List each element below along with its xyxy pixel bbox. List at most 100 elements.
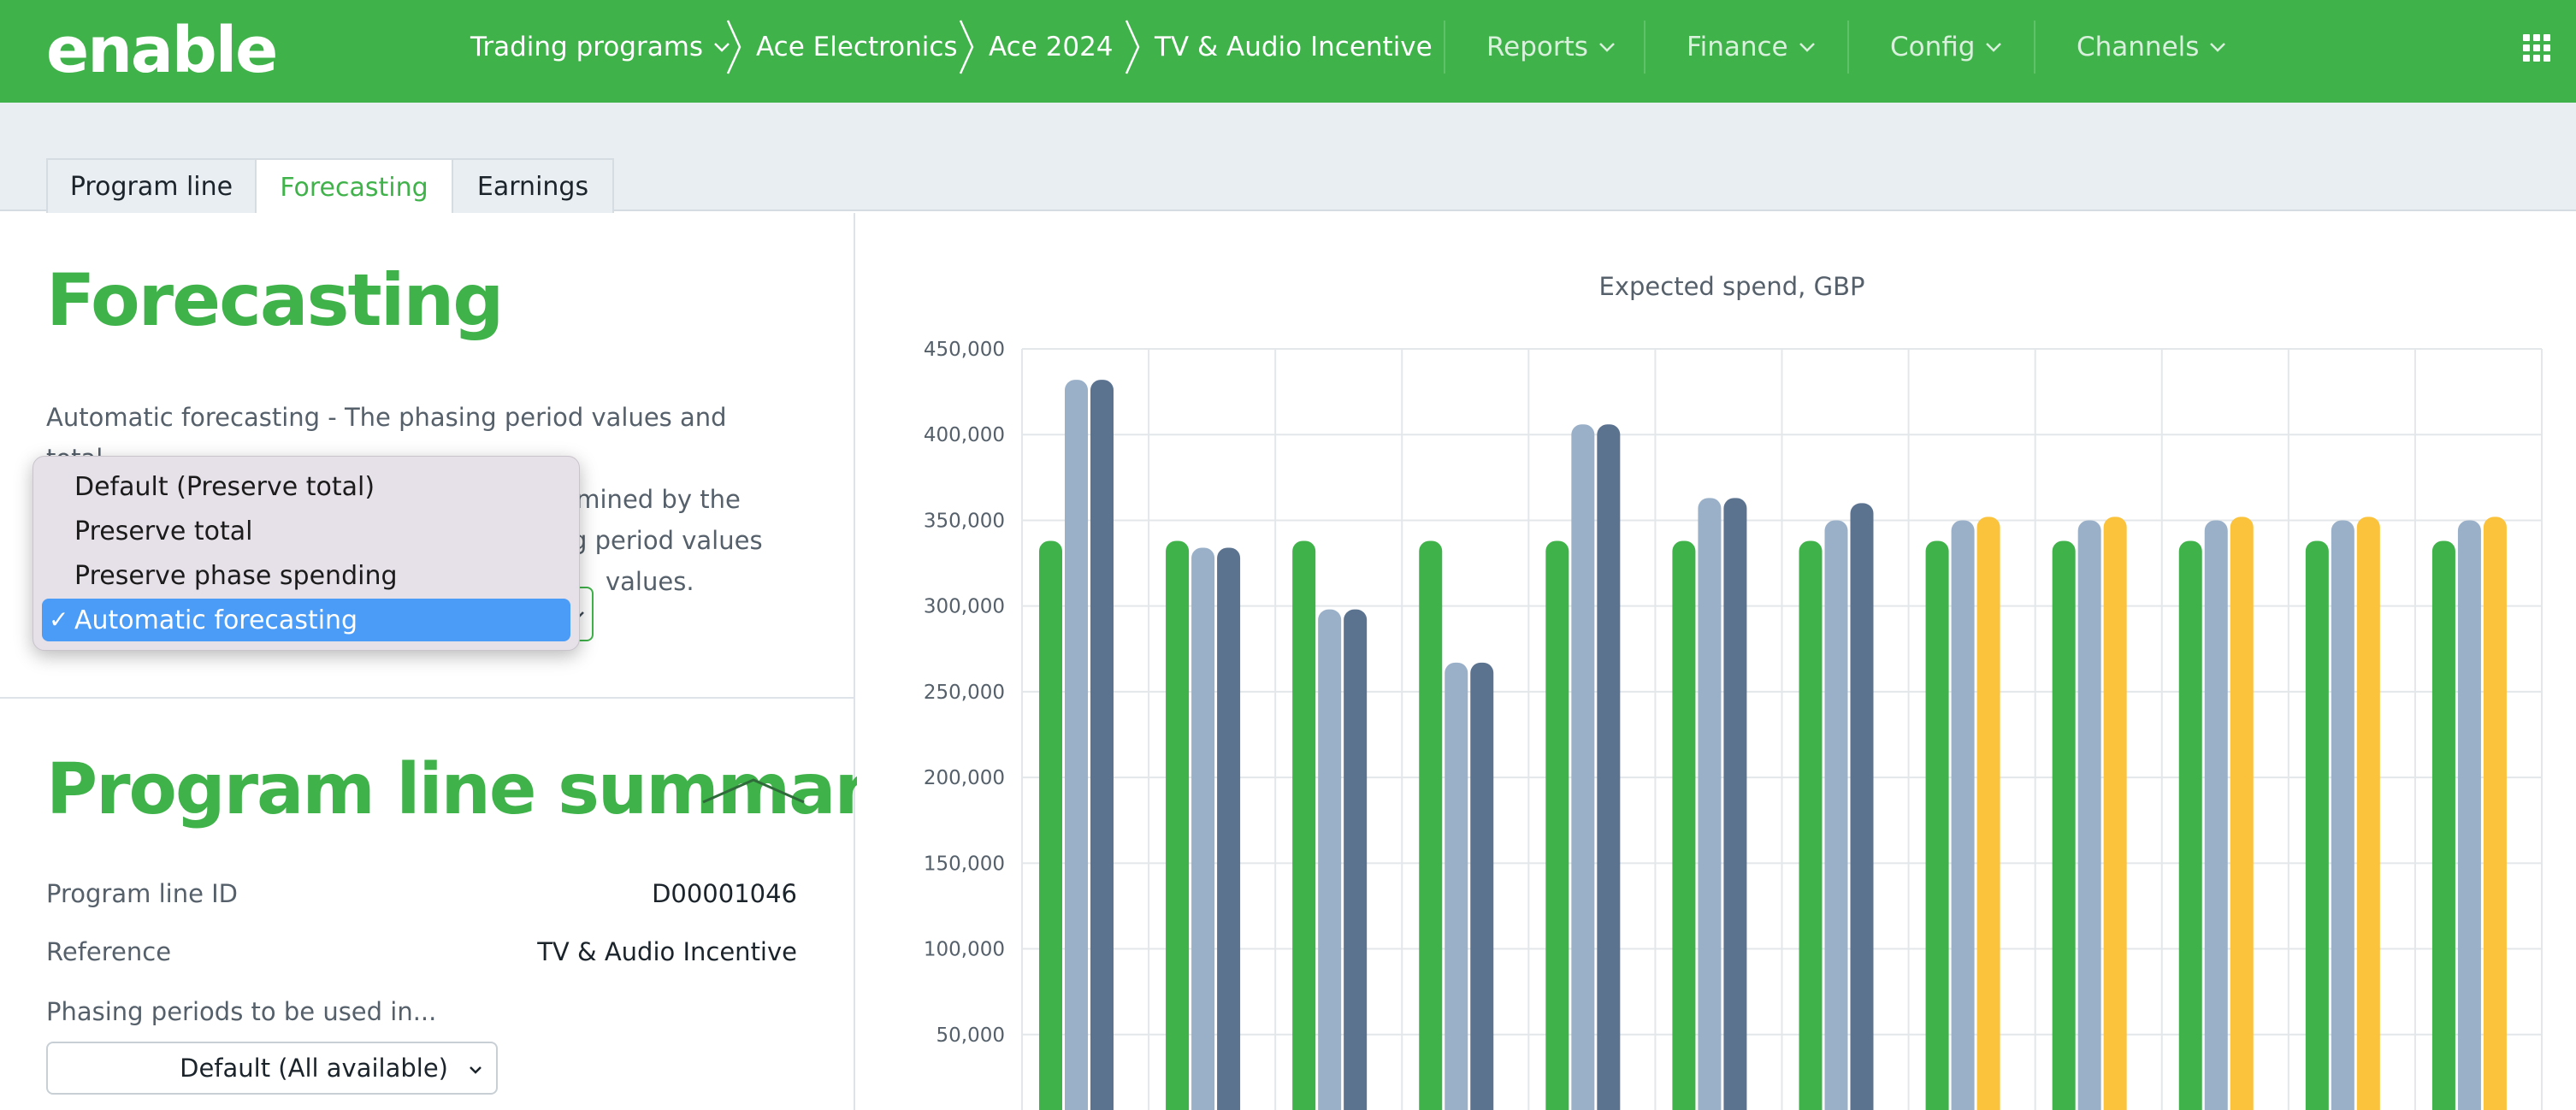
chart-bar xyxy=(1571,424,1595,1110)
y-tick-label: 450,000 xyxy=(924,339,1005,361)
y-tick-label: 200,000 xyxy=(924,767,1005,789)
chart-bar xyxy=(1850,503,1874,1110)
chart-bar xyxy=(2331,520,2354,1110)
chart-bar xyxy=(2431,540,2455,1110)
chart-bar xyxy=(2204,520,2228,1110)
phasing-periods-select-value: Default (All available) xyxy=(180,1054,448,1083)
nav-finance[interactable]: Finance xyxy=(1687,0,1816,94)
breadcrumb-label: TV & Audio Incentive xyxy=(1155,32,1433,62)
program-line-summary-heading: Program line summary xyxy=(46,749,913,830)
y-tick-label: 250,000 xyxy=(924,682,1005,704)
forecasting-mode-dropdown-menu: Default (Preserve total) Preserve total … xyxy=(32,456,580,651)
y-tick-label: 100,000 xyxy=(924,939,1005,961)
left-panel xyxy=(0,213,855,1110)
breadcrumb-separator-icon xyxy=(1125,20,1140,74)
chart-bar xyxy=(2457,520,2481,1110)
nav-trading-programs-label: Trading programs xyxy=(470,32,704,62)
breadcrumb-separator-icon xyxy=(959,20,974,74)
option-label: Automatic forecasting xyxy=(74,605,358,635)
nav-config-label: Config xyxy=(1890,32,1976,62)
chart-bar xyxy=(1799,540,1823,1110)
nav-divider xyxy=(1644,21,1645,74)
tab-label: Forecasting xyxy=(280,172,428,203)
nav-finance-label: Finance xyxy=(1687,32,1788,62)
chart-bar xyxy=(1039,540,1062,1110)
chevron-down-icon xyxy=(470,1066,482,1074)
section-divider xyxy=(0,697,855,699)
y-tick-label: 350,000 xyxy=(924,510,1005,532)
y-tick-label: 150,000 xyxy=(924,853,1005,875)
breadcrumb-separator-icon xyxy=(726,20,741,74)
chart-bar xyxy=(2178,540,2202,1110)
chevron-down-icon xyxy=(1599,43,1615,52)
y-tick-label: 400,000 xyxy=(924,424,1005,446)
dropdown-option-automatic-forecasting[interactable]: ✓ Automatic forecasting xyxy=(42,599,570,641)
program-line-id-label: Program line ID xyxy=(46,879,239,908)
nav-divider xyxy=(1847,21,1849,74)
dropdown-option-preserve-total[interactable]: Preserve total xyxy=(74,510,252,552)
y-tick-label: 50,000 xyxy=(936,1024,1005,1047)
breadcrumb-ace-electronics[interactable]: Ace Electronics xyxy=(756,0,958,94)
nav-reports-label: Reports xyxy=(1486,32,1588,62)
chart-bar xyxy=(1545,540,1569,1110)
tab-forecasting[interactable]: Forecasting xyxy=(255,158,453,215)
logo-text-right: able xyxy=(130,14,278,87)
chart-bar xyxy=(1191,547,1215,1110)
chart-bar xyxy=(1217,547,1241,1110)
tab-label: Earnings xyxy=(476,171,589,202)
chart-bar xyxy=(1419,540,1443,1110)
chevron-down-icon xyxy=(1986,43,2002,52)
nav-reports[interactable]: Reports xyxy=(1486,0,1616,94)
chart-bar xyxy=(2077,520,2101,1110)
chart-bar xyxy=(2483,517,2507,1110)
expected-spend-bar-chart: 50,000 100,000 150,000 200,000 250,000 300,00… xyxy=(924,339,2543,1110)
tab-label: Program line xyxy=(69,171,233,202)
tab-program-line[interactable]: Program line xyxy=(46,158,257,213)
tab-earnings[interactable]: Earnings xyxy=(452,158,614,213)
chart-bar xyxy=(2356,517,2380,1110)
chart-bar xyxy=(1925,540,1949,1110)
nav-divider xyxy=(2034,21,2035,74)
chart-bar xyxy=(1976,517,2000,1110)
apps-grid-icon[interactable] xyxy=(2523,34,2550,62)
option-label: Default (Preserve total) xyxy=(74,471,375,502)
breadcrumb-ace-2024[interactable]: Ace 2024 xyxy=(989,0,1114,94)
chart-bar xyxy=(1344,609,1368,1110)
chart-bar xyxy=(1292,540,1316,1110)
chart-bar xyxy=(1698,498,1722,1110)
breadcrumb-label: Ace Electronics xyxy=(756,32,958,62)
breadcrumb-label: Ace 2024 xyxy=(989,32,1114,62)
option-label: Preserve phase spending xyxy=(74,560,398,591)
chart-bar xyxy=(1065,380,1088,1110)
check-icon: ✓ xyxy=(49,605,69,634)
chart-bar xyxy=(1470,662,1494,1110)
chart-bar xyxy=(1445,662,1468,1110)
reference-value: TV & Audio Incentive xyxy=(537,937,797,966)
chevron-down-icon xyxy=(714,43,730,52)
chevron-up-icon[interactable] xyxy=(700,776,807,806)
phasing-periods-select[interactable]: Default (All available) xyxy=(46,1042,498,1095)
nav-divider xyxy=(1444,21,1445,74)
dropdown-option-default-preserve-total[interactable]: Default (Preserve total) xyxy=(74,465,375,508)
nav-config[interactable]: Config xyxy=(1890,0,2002,94)
phasing-periods-label: Phasing periods to be used in... xyxy=(46,997,437,1026)
breadcrumb-tv-audio-incentive[interactable]: TV & Audio Incentive xyxy=(1155,0,1433,94)
y-tick-label: 300,000 xyxy=(924,596,1005,618)
reference-label: Reference xyxy=(46,937,172,966)
chart-bar xyxy=(2052,540,2076,1110)
chart-bar xyxy=(2230,517,2254,1110)
logo-text-left: en xyxy=(46,14,133,87)
enable-logo[interactable]: en able xyxy=(46,12,278,89)
dropdown-option-preserve-phase-spending[interactable]: Preserve phase spending xyxy=(74,554,398,597)
chart-bar xyxy=(1090,380,1114,1110)
option-label: Preserve total xyxy=(74,516,253,546)
chart-bar xyxy=(2305,540,2329,1110)
chart-bar xyxy=(1318,609,1342,1110)
chart-bar xyxy=(1166,540,1190,1110)
chart-bar xyxy=(2103,517,2127,1110)
chart-bar xyxy=(1951,520,1975,1110)
description-line: g period values xyxy=(571,526,763,555)
nav-channels[interactable]: Channels xyxy=(2077,0,2226,94)
nav-trading-programs[interactable]: Trading programs xyxy=(470,0,730,94)
chevron-down-icon xyxy=(1799,43,1815,52)
